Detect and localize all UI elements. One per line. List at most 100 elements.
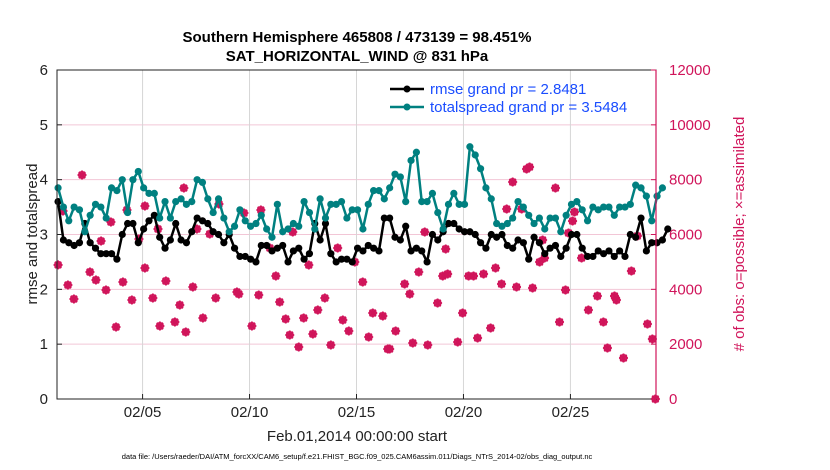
obs-assimilated-marker [188,282,198,292]
rmse-point [599,250,608,258]
rmse-point [632,233,640,241]
obs-assimilated-marker [333,243,343,253]
rmse-point [583,252,592,261]
rmse-point [107,250,116,258]
rmse-point [519,239,527,247]
spread-point [295,222,303,230]
rmse-point [551,241,560,250]
spread-point [359,225,367,233]
rmse-point [145,217,153,225]
spread-point [97,203,105,211]
rmse-point [648,239,656,247]
spread-point [182,200,191,208]
spread-point [81,228,89,236]
obs-assimilated-marker [535,257,545,267]
spread-point [107,184,116,192]
obs-assimilated-marker [106,217,116,227]
obs-assimilated-marker [364,332,374,342]
rmse-point [567,230,576,239]
obs-assimilated-marker [155,321,165,331]
obs-assimilated-marker [512,282,522,292]
rmse-point [578,244,586,252]
rmse-point [220,239,228,247]
obs-assimilated-marker [443,269,453,279]
y-tick-label: 2 [40,281,48,298]
spread-point [343,214,351,222]
spread-point [493,219,501,228]
spread-point [562,211,570,219]
spread-point [370,187,378,195]
obs-assimilated-marker [326,340,336,350]
axis-ticks: 0 1 2 3 4 5 6 0 2000 4000 6000 8000 10000 12000 02/05 0… [40,62,711,421]
rmse-point [123,219,132,228]
rmse-point [402,222,410,230]
rmse-point [70,241,78,250]
legend-label-rmse: rmse grand pr = 2.8481 [430,81,586,98]
obs-assimilated-marker [602,343,612,353]
obs-assimilated-marker [161,276,171,286]
obs-assimilated-marker [555,317,565,327]
obs-assimilated-marker [525,162,535,172]
spread-point [423,198,431,206]
obs-assimilated-marker [528,283,538,293]
obs-assimilated-marker [285,330,295,340]
spread-point [573,198,581,206]
obs-assimilated-marker [611,295,621,305]
rmse-point [252,258,260,266]
rmse-point [434,236,442,244]
rmse-point [300,255,308,263]
spread-point [567,200,576,208]
rmse-point [476,239,485,247]
spread-point [455,200,463,208]
obs-assimilated-marker [550,183,560,193]
obs-assimilated-marker [181,327,191,337]
rmse-point [113,255,121,263]
legend: rmse grand pr = 2.8481 totalspread grand… [390,81,627,116]
spread-point [439,225,447,233]
spread-point [257,211,265,219]
rmse-point [573,230,581,239]
obs-assimilated-marker [453,337,463,347]
obs-assimilated-marker [441,244,451,254]
y-right-tick-label: 0 [669,391,677,408]
spread-point [466,143,474,151]
obs-assimilated-marker [508,177,518,187]
rmse-point [188,228,196,236]
spread-point [402,198,410,206]
obs-assimilated-marker [433,298,443,308]
rmse-point [375,247,383,255]
obs-assimilated-marker [491,263,501,273]
obs-assimilated-marker [469,271,479,281]
rmse-point [423,258,431,266]
rmse-point [418,247,426,255]
legend-marker-spread [403,103,411,111]
spread-point [300,198,308,206]
obs-assimilated-marker [111,322,121,332]
obs-assimilated-marker [299,313,309,323]
spread-point [428,189,437,197]
spread-point [434,208,442,217]
rmse-point [118,230,126,239]
rmse-point [428,230,437,239]
y-tick-label: 6 [40,62,48,79]
obs-assimilated-marker [438,271,448,281]
rmse-point [273,244,281,252]
rmse-point [514,236,522,244]
obs-assimilated-marker [308,329,318,339]
spread-point [642,192,650,200]
rmse-point [295,244,303,252]
spread-point [514,198,522,206]
legend-marker-rmse [403,85,411,93]
spread-point [648,217,656,225]
x-tick-label: 02/05 [124,404,162,421]
y-right-tick-label: 12000 [669,62,711,79]
y-right-tick-label: 6000 [669,227,702,244]
spread-point [450,189,458,197]
spread-point [519,203,527,211]
spread-point [503,219,511,228]
obs-assimilated-marker [140,263,150,273]
obs-assimilated-marker [179,183,189,193]
rmse-point [471,230,479,239]
y-axis-label-right: # of obs: o=possible; ×=assimilated [731,117,748,352]
spread-point [589,203,597,211]
